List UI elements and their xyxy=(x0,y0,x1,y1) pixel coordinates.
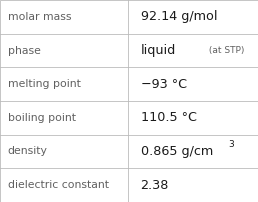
Text: molar mass: molar mass xyxy=(8,12,71,22)
Text: melting point: melting point xyxy=(8,79,80,89)
Text: liquid: liquid xyxy=(141,44,176,57)
Text: 3: 3 xyxy=(228,140,234,149)
Text: 2.38: 2.38 xyxy=(141,179,169,192)
Text: dielectric constant: dielectric constant xyxy=(8,180,109,190)
Text: phase: phase xyxy=(8,45,41,56)
Text: 110.5 °C: 110.5 °C xyxy=(141,111,197,124)
Text: 92.14 g/mol: 92.14 g/mol xyxy=(141,10,217,23)
Text: density: density xyxy=(8,146,48,157)
Text: boiling point: boiling point xyxy=(8,113,76,123)
Text: 0.865 g/cm: 0.865 g/cm xyxy=(141,145,213,158)
Text: −93 °C: −93 °C xyxy=(141,78,187,91)
Text: (at STP): (at STP) xyxy=(206,46,244,55)
